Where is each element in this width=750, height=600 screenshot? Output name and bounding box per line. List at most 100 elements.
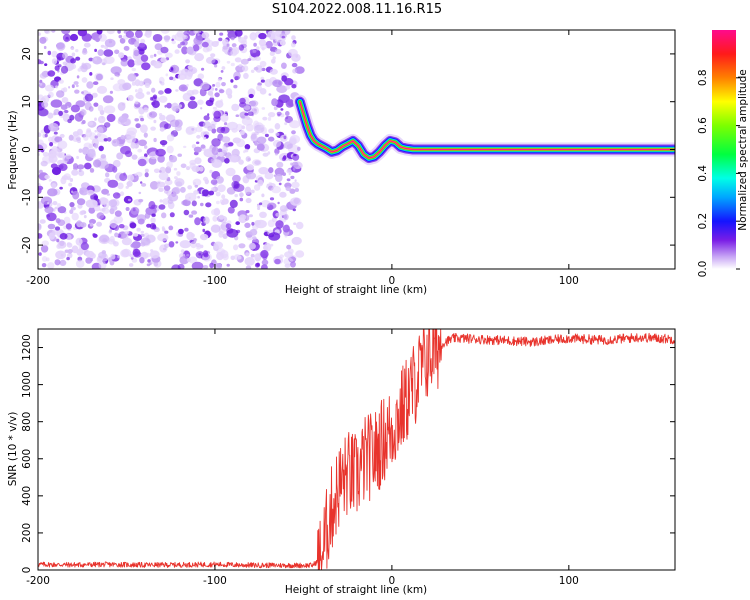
noise-blob <box>144 252 151 258</box>
noise-blob <box>92 233 96 237</box>
noise-blob <box>62 52 68 59</box>
noise-blob <box>259 88 267 95</box>
noise-blob <box>244 148 249 153</box>
noise-blob <box>138 42 146 48</box>
noise-blob <box>244 257 255 266</box>
x-tick-label: 100 <box>559 575 579 587</box>
noise-blob <box>54 226 61 231</box>
noise-blob <box>261 264 268 269</box>
noise-blob <box>108 257 112 262</box>
noise-blob <box>208 190 215 196</box>
noise-blob <box>200 82 210 91</box>
noise-blob <box>93 81 99 85</box>
snr-panel: -200 -100 0 100 0 200 400 600 800 1000 1200 Heigh… <box>7 328 676 596</box>
noise-blob <box>134 118 139 122</box>
noise-blob <box>202 189 209 197</box>
noise-blob <box>261 107 266 110</box>
noise-blob <box>118 34 123 39</box>
noise-blob <box>165 73 169 77</box>
noise-blob <box>221 147 228 153</box>
noise-blob <box>271 98 278 107</box>
noise-blob <box>230 36 235 41</box>
noise-blob <box>227 142 234 147</box>
noise-blob <box>152 94 158 100</box>
noise-blob <box>179 256 189 265</box>
noise-blob <box>116 152 124 160</box>
noise-blob <box>59 240 65 246</box>
noise-blob <box>112 83 124 92</box>
noise-blob <box>177 153 182 157</box>
noise-blob <box>79 188 89 196</box>
noise-blob <box>56 42 66 51</box>
noise-blob <box>62 33 71 42</box>
noise-blob <box>127 59 135 68</box>
noise-blob <box>183 209 190 216</box>
noise-blob <box>215 175 224 184</box>
noise-blob <box>211 208 221 216</box>
noise-blob <box>75 100 86 108</box>
noise-blob <box>186 83 189 87</box>
spectrogram-x-ticks: -200 -100 0 100 <box>26 30 579 287</box>
x-tick-label: -100 <box>203 275 227 287</box>
noise-blob <box>292 68 297 74</box>
noise-blob <box>250 189 255 194</box>
noise-blob <box>125 207 130 211</box>
noise-blob <box>188 256 198 264</box>
noise-blob <box>253 42 257 47</box>
noise-blob <box>275 212 281 217</box>
noise-blob <box>200 244 204 249</box>
noise-blob <box>153 60 163 69</box>
noise-blob <box>59 259 67 266</box>
noise-blob <box>271 58 276 64</box>
colorbar-tick-label: 0.0 <box>697 261 709 278</box>
noise-blob <box>215 81 221 88</box>
noise-blob <box>181 46 189 55</box>
noise-blob <box>50 99 63 108</box>
noise-blob <box>138 80 144 87</box>
noise-blob <box>40 160 48 167</box>
noise-blob <box>132 248 141 257</box>
noise-blob <box>230 79 234 83</box>
noise-blob <box>54 259 61 266</box>
noise-blob <box>172 186 181 195</box>
noise-blob <box>139 257 145 264</box>
noise-blob <box>203 216 210 225</box>
noise-blob <box>69 202 75 208</box>
noise-blob <box>76 198 86 206</box>
noise-blob <box>41 95 50 104</box>
noise-blob <box>140 117 145 122</box>
noise-blob <box>39 219 46 224</box>
noise-blob <box>264 172 274 180</box>
noise-blob <box>295 250 305 258</box>
noise-blob <box>75 84 79 88</box>
noise-blob <box>180 249 185 254</box>
noise-blob <box>40 244 49 253</box>
noise-blob <box>149 181 159 190</box>
noise-blob <box>178 84 188 92</box>
noise-blob <box>274 123 281 130</box>
noise-blob <box>78 148 83 153</box>
noise-blob <box>252 49 257 53</box>
noise-blob <box>63 160 68 164</box>
noise-blob <box>189 96 196 101</box>
noise-blob <box>225 223 232 229</box>
noise-blob <box>202 46 210 53</box>
noise-blob <box>117 102 126 111</box>
noise-blob <box>81 77 88 83</box>
noise-blob <box>267 202 277 210</box>
noise-blob <box>210 187 216 192</box>
noise-blob <box>66 242 73 248</box>
noise-blob <box>98 33 107 42</box>
noise-blob <box>181 200 188 206</box>
noise-blob <box>161 212 167 219</box>
noise-blob <box>267 219 275 228</box>
noise-blob <box>133 49 140 57</box>
noise-blob <box>173 167 178 171</box>
noise-blob <box>122 82 132 91</box>
noise-blob <box>89 168 95 173</box>
noise-blob <box>195 33 203 43</box>
noise-blob <box>261 47 265 51</box>
noise-blob <box>275 132 280 136</box>
noise-blob <box>60 104 68 110</box>
